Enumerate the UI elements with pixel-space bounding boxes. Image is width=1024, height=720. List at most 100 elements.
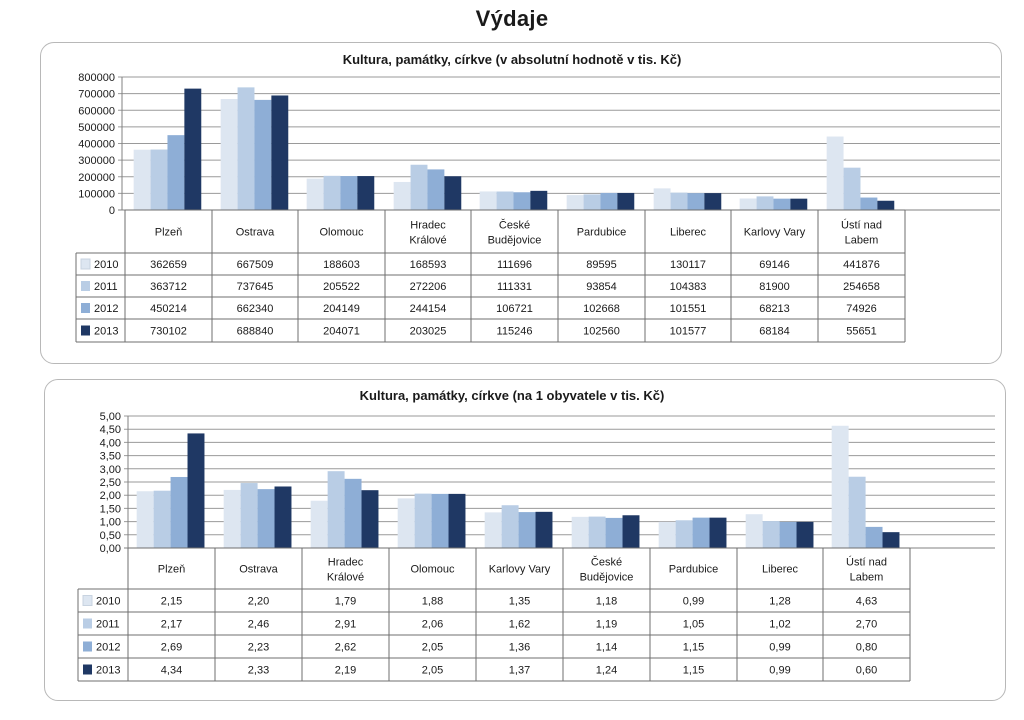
chart2-bar-2010-2	[223, 489, 241, 548]
chart1-bar-2011-5	[496, 191, 514, 210]
chart2-table-cell: 1,88	[422, 596, 443, 608]
chart1-bar-2013-7	[704, 193, 722, 210]
chart1-table-cell: 168593	[410, 259, 447, 271]
chart1-bar-2013-3	[357, 176, 375, 210]
chart1-bar-2013-5	[530, 190, 548, 210]
chart1-category-label: České Budějovice	[488, 219, 542, 247]
chart2-bar-2011-1	[153, 490, 171, 548]
chart2-ytick-label: 1,00	[100, 517, 121, 529]
chart1-table-cell: 441876	[843, 259, 880, 271]
chart1-table-cell: 204071	[323, 326, 360, 338]
chart1-bar-2012-9	[860, 197, 878, 210]
chart1-bar-2012-6	[600, 192, 618, 210]
chart1-table-cell: 106721	[496, 303, 533, 315]
chart2-bar-2013-8	[796, 521, 814, 548]
chart1-ytick-label: 800000	[78, 72, 115, 84]
chart2-table-cell: 1,37	[509, 665, 530, 677]
chart2-bar-2013-3	[361, 490, 379, 548]
chart1-table-cell: 89595	[586, 259, 617, 271]
chart1-table-cell: 662340	[237, 303, 274, 315]
chart1-bar-2013-2	[271, 95, 289, 210]
chart1-table-cell: 101551	[670, 303, 707, 315]
chart1-table-cell: 244154	[410, 303, 447, 315]
chart1-bar-2012-4	[427, 169, 445, 210]
chart2-table-cell: 1,18	[596, 596, 617, 608]
chart2-table-cell: 2,70	[856, 619, 877, 631]
chart1-ytick-label: 100000	[78, 188, 115, 200]
chart1-legend-label-2013: 2013	[94, 326, 118, 338]
chart1-table-cell: 102668	[583, 303, 620, 315]
chart1-bar-2011-1	[150, 149, 168, 210]
chart1-ytick-label: 0	[109, 205, 115, 217]
chart2-table-cell: 1,05	[683, 619, 704, 631]
chart1-bar-2010-5	[479, 191, 497, 210]
chart1-table-cell: 203025	[410, 326, 447, 338]
chart2-table-cell: 1,15	[683, 665, 704, 677]
chart1-bar-2012-7	[687, 193, 705, 210]
chart2-table-cell: 0,99	[769, 665, 790, 677]
chart1-bar-2011-4	[410, 164, 428, 210]
chart2-table-cell: 2,20	[248, 596, 269, 608]
chart1-table-cell: 205522	[323, 281, 360, 293]
chart2-table-cell: 0,99	[683, 596, 704, 608]
chart2-ytick-label: 0,00	[100, 543, 121, 555]
chart2-bar-2012-9	[865, 526, 883, 548]
chart1-table-cell: 362659	[150, 259, 187, 271]
chart2-legend-swatch-2010	[82, 595, 93, 606]
chart1-bar-2012-3	[340, 176, 358, 210]
chart2-ytick-label: 2,00	[100, 490, 121, 502]
chart2-bar-2010-5	[484, 512, 502, 548]
page-title: Výdaje	[475, 6, 549, 31]
chart2-category-label: Ostrava	[239, 564, 278, 576]
chart2-ytick-label: 3,50	[100, 451, 121, 463]
chart1-table-cell: 204149	[323, 303, 360, 315]
chart1-table-cell: 55651	[846, 326, 877, 338]
chart2-bar-2010-7	[658, 521, 676, 548]
chart2-table-cell: 4,63	[856, 596, 877, 608]
chart2-table-cell: 2,05	[422, 642, 443, 654]
chart2-ytick-label: 3,00	[100, 464, 121, 476]
chart1-bar-2010-2	[220, 99, 238, 210]
chart2-bar-2012-2	[257, 489, 275, 548]
chart2-legend-label-2012: 2012	[96, 642, 120, 654]
chart2-legend-swatch-2012	[83, 641, 92, 652]
chart1-bar-2012-2	[254, 99, 272, 210]
chart2-category-label: Karlovy Vary	[489, 564, 551, 576]
chart2-table-cell: 0,80	[856, 642, 877, 654]
chart2-legend-label-2011: 2011	[96, 619, 120, 631]
chart1-bar-2013-9	[877, 200, 895, 210]
chart1-table-cell: 104383	[670, 281, 707, 293]
chart2-category-label: Plzeň	[158, 564, 186, 576]
chart2-bar-2013-4	[448, 493, 466, 548]
chart1-category-label: Ostrava	[236, 227, 275, 239]
chart1-category-label: Ústí nad Labem	[841, 219, 882, 247]
chart2-table-cell: 0,60	[856, 665, 877, 677]
chart1-table-cell: 188603	[323, 259, 360, 271]
chart1-bar-2011-2	[237, 87, 255, 210]
chart1-bar-2010-3	[306, 178, 324, 210]
chart2-table-cell: 1,28	[769, 596, 790, 608]
chart2-ytick-label: 0,50	[100, 530, 121, 542]
chart1-legend-swatch-2013	[81, 325, 90, 336]
chart2-ytick-label: 2,50	[100, 477, 121, 489]
chart1-bar-2010-4	[393, 181, 411, 210]
chart2-category-label: Liberec	[762, 564, 799, 576]
chart2-table-cell: 1,02	[769, 619, 790, 631]
chart2-bar-2013-1	[187, 433, 205, 548]
chart2-table-cell: 2,46	[248, 619, 269, 631]
chart1-ytick-label: 400000	[78, 139, 115, 151]
chart1-bar-2011-7	[670, 192, 688, 210]
chart2-bar-2011-3	[327, 471, 345, 548]
chart2-ytick-label: 5,00	[100, 411, 121, 423]
chart2-legend-swatch-2011	[83, 618, 92, 629]
chart2-legend-label-2013: 2013	[96, 665, 120, 677]
chart1-category-label: Plzeň	[155, 227, 183, 239]
chart1-bar-2010-8	[739, 198, 757, 210]
chart1-ytick-label: 700000	[78, 89, 115, 101]
chart1-table-cell: 730102	[150, 326, 187, 338]
chart1-table-cell: 81900	[759, 281, 790, 293]
chart1-bar-2013-4	[444, 176, 462, 210]
chart2-category-label: České Budějovice	[580, 556, 634, 584]
chart2-category-label: Pardubice	[669, 564, 719, 576]
